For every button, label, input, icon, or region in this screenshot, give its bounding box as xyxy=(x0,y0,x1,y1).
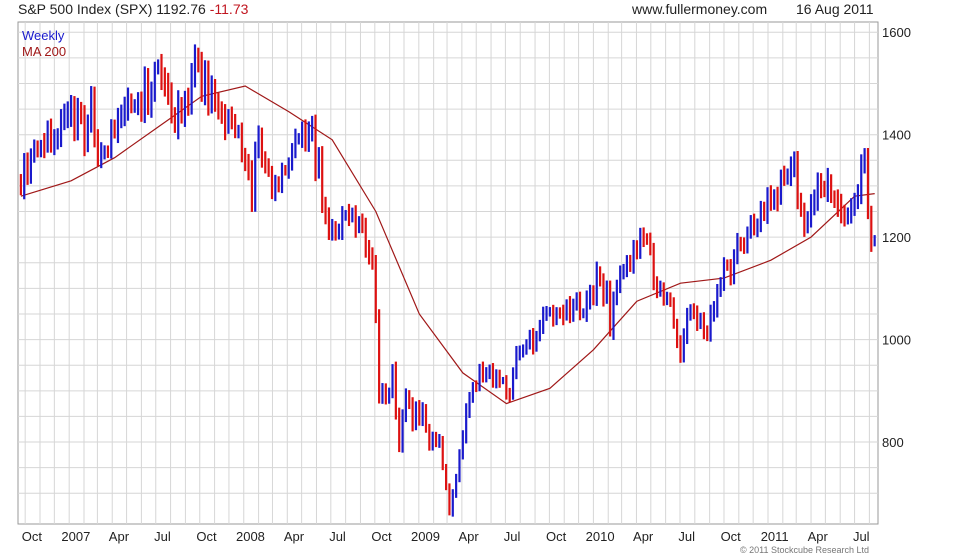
last-price: 1192.76 xyxy=(156,1,206,17)
chart-date: 16 Aug 2011 xyxy=(796,1,874,17)
y-tick-label: 1200 xyxy=(882,230,911,245)
x-tick-label: Jul xyxy=(678,529,695,544)
x-tick-label: Jul xyxy=(853,529,870,544)
x-tick-label: Oct xyxy=(22,529,43,544)
x-tick-label: 2010 xyxy=(586,529,615,544)
y-tick-label: 1000 xyxy=(882,333,911,348)
chart-title: S&P 500 Index (SPX) 1192.76 -11.73 xyxy=(18,1,248,17)
legend-ma-200: MA 200 xyxy=(22,44,66,59)
y-tick-label: 800 xyxy=(882,435,904,450)
x-axis-labels: Oct 2007 Apr Jul Oct 2008 Apr Jul Oct 2009 Apr Jul O… xyxy=(22,529,870,544)
x-tick-label: Oct xyxy=(721,529,742,544)
x-tick-label: Jul xyxy=(504,529,521,544)
y-axis-labels: 1600 1400 1200 1000 800 xyxy=(882,25,911,450)
gridlines xyxy=(18,22,878,524)
index-name: S&P 500 Index (SPX) xyxy=(18,1,153,17)
x-tick-label: Apr xyxy=(808,529,829,544)
weekly-series xyxy=(19,44,876,517)
website-link[interactable]: www.fullermoney.com xyxy=(632,1,768,17)
x-tick-label: Jul xyxy=(329,529,346,544)
y-tick-label: 1400 xyxy=(882,128,911,143)
x-tick-label: Apr xyxy=(284,529,305,544)
x-tick-label: 2007 xyxy=(61,529,90,544)
x-tick-label: Oct xyxy=(196,529,217,544)
copyright-notice: © 2011 Stockcube Research Ltd xyxy=(740,545,870,555)
price-change: -11.73 xyxy=(209,1,249,17)
x-tick-label: Apr xyxy=(633,529,654,544)
x-tick-label: Oct xyxy=(371,529,392,544)
x-tick-label: Apr xyxy=(109,529,130,544)
x-tick-label: Jul xyxy=(154,529,171,544)
x-tick-label: Apr xyxy=(458,529,479,544)
x-tick-label: 2008 xyxy=(236,529,265,544)
x-tick-label: 2009 xyxy=(411,529,440,544)
plot-frame xyxy=(17,21,879,525)
legend: Weekly MA 200 xyxy=(22,28,66,59)
y-tick-label: 1600 xyxy=(882,25,911,40)
legend-weekly: Weekly xyxy=(22,28,65,43)
x-tick-label: 2011 xyxy=(761,529,789,544)
x-tick-label: Oct xyxy=(546,529,567,544)
